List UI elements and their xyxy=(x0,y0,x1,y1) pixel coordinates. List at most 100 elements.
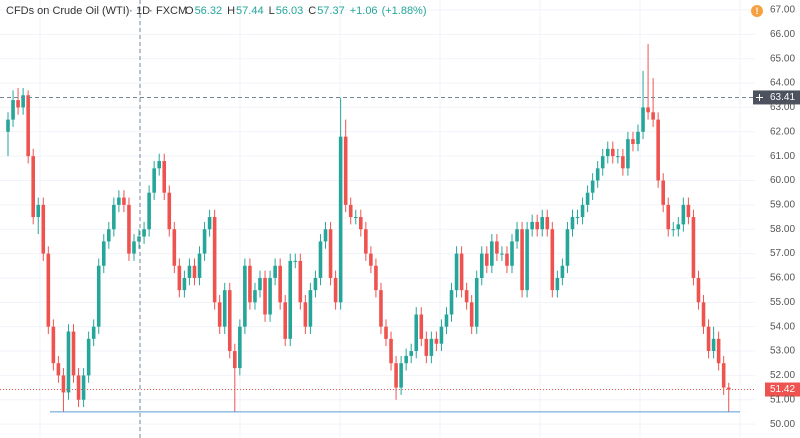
chart-title: CFDs on Crude Oil (WTI) xyxy=(6,5,129,17)
candle-body xyxy=(414,314,419,352)
crosshair-price-label: 63.41 xyxy=(770,92,795,103)
candle-body xyxy=(520,229,524,291)
candle-body xyxy=(429,338,434,356)
candle-body xyxy=(434,338,439,344)
y-tick-label: 64.00 xyxy=(770,78,795,89)
ohlc-value: 56.03 xyxy=(276,5,304,17)
candle-body xyxy=(616,156,620,158)
candle-body xyxy=(227,290,232,352)
candle-body xyxy=(681,204,686,225)
candle-body xyxy=(716,338,721,364)
candle-body xyxy=(318,241,323,278)
candle-body xyxy=(706,326,711,352)
candle-body xyxy=(101,241,106,266)
candle-body xyxy=(96,265,101,327)
candle-body xyxy=(686,204,691,218)
candle-body xyxy=(243,265,247,327)
candle-body xyxy=(661,180,665,205)
alert-icon[interactable] xyxy=(751,5,763,17)
candle-body xyxy=(676,224,681,230)
candle-body xyxy=(454,253,459,291)
candle-body xyxy=(127,204,131,254)
candle-body xyxy=(595,168,600,181)
interval: 1D xyxy=(136,5,150,17)
alert-icon-text[interactable]: ! xyxy=(756,6,759,16)
candle-body xyxy=(474,277,479,327)
candle-body xyxy=(656,119,660,181)
candle-body xyxy=(590,180,595,193)
candle-body xyxy=(671,229,676,231)
candle-body xyxy=(308,290,313,327)
candle-body xyxy=(288,260,293,339)
candle-body xyxy=(338,136,343,303)
candle-body xyxy=(611,148,615,157)
candle-body xyxy=(379,290,383,327)
candle-body xyxy=(359,217,363,230)
candle-body xyxy=(394,363,398,388)
candle-body xyxy=(711,338,716,352)
candle-body xyxy=(172,229,177,266)
candle-body xyxy=(575,217,580,219)
candle-body xyxy=(107,229,111,242)
candle-body xyxy=(41,204,46,254)
candle-body xyxy=(293,260,298,262)
candle-body xyxy=(298,260,303,303)
y-tick-label: 63.00 xyxy=(770,102,795,113)
candle-body xyxy=(36,204,41,218)
candle-body xyxy=(545,217,550,230)
ohlc-key: H xyxy=(227,5,235,17)
candle-body xyxy=(268,277,272,315)
change: +1.06 xyxy=(350,5,378,17)
candle-body xyxy=(303,302,308,327)
candle-body xyxy=(182,277,187,291)
candle-body xyxy=(666,204,671,230)
candle-body xyxy=(495,241,499,254)
candle-body xyxy=(142,229,146,237)
candle-body xyxy=(530,221,534,230)
candle-body xyxy=(46,253,51,327)
candle-body xyxy=(157,161,161,169)
candle-body xyxy=(86,338,91,376)
y-tick-label: 56.00 xyxy=(770,273,795,284)
candle-body xyxy=(560,265,565,278)
separator: · xyxy=(149,5,153,17)
candle-body xyxy=(132,241,136,254)
candle-body xyxy=(258,277,262,291)
candle-body xyxy=(600,156,605,169)
change-pct: (+1.88%) xyxy=(382,5,427,17)
candle-body xyxy=(222,290,227,327)
candle-body xyxy=(167,192,172,230)
candle-body xyxy=(202,229,207,254)
ohlc-value: 57.44 xyxy=(236,5,264,17)
candle-body xyxy=(238,326,242,369)
candle-body xyxy=(651,112,655,120)
candle-body xyxy=(212,217,217,303)
candle-body xyxy=(570,217,575,230)
y-tick-label: 50.00 xyxy=(770,419,795,430)
candle-body xyxy=(323,229,328,242)
candle-body xyxy=(217,302,222,327)
candle-body xyxy=(404,355,408,364)
candles xyxy=(6,44,731,412)
candle-body xyxy=(701,302,706,327)
candle-body xyxy=(51,326,56,364)
candle-body xyxy=(439,326,444,344)
candle-body xyxy=(540,217,545,230)
candle-body xyxy=(605,148,610,157)
candle-body xyxy=(621,156,625,169)
candle-body xyxy=(137,236,141,242)
candle-body xyxy=(197,253,202,278)
candle-body xyxy=(21,95,25,108)
crosshair-price-box xyxy=(766,90,800,105)
y-tick-label: 60.00 xyxy=(770,175,795,186)
candle-body xyxy=(580,204,585,218)
candle-body xyxy=(510,241,514,266)
candle-body xyxy=(641,107,645,132)
candle-body xyxy=(278,265,282,303)
candle-body xyxy=(464,290,469,303)
y-tick-label: 55.00 xyxy=(770,297,795,308)
candle-body xyxy=(626,139,630,169)
candle-body xyxy=(353,217,358,219)
candle-body xyxy=(374,265,378,291)
